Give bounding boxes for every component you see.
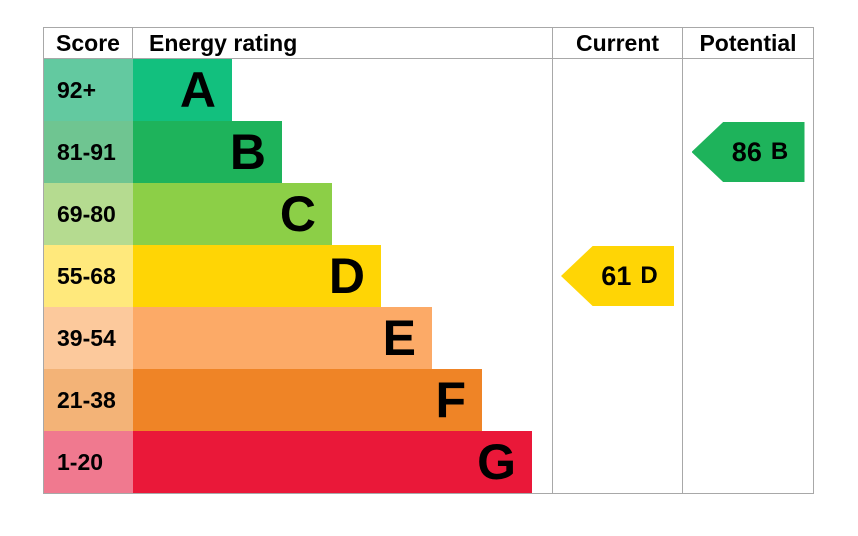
energy-bar-e: E [133, 307, 432, 369]
potential-cell-f [683, 369, 813, 431]
current-score: 61 [601, 260, 632, 291]
header-current: Current [553, 28, 683, 58]
potential-cell-a [683, 59, 813, 121]
potential-cell-d [683, 245, 813, 307]
energy-bar-g: G [133, 431, 532, 493]
potential-cell-g [683, 431, 813, 493]
current-cell-c [553, 183, 683, 245]
score-range-f: 21-38 [44, 369, 133, 431]
rating-row-c: 69-80 C [44, 183, 813, 245]
potential-score: 86 [731, 136, 762, 167]
band-letter-e: E [382, 310, 416, 366]
header-score: Score [44, 28, 133, 58]
band-letter-c: C [279, 186, 316, 242]
energy-bar-cell-a: A [133, 59, 553, 121]
energy-bar-cell-e: E [133, 307, 553, 369]
current-rating-arrow: 61 D [561, 246, 674, 306]
potential-cell-c [683, 183, 813, 245]
rating-row-e: 39-54 E [44, 307, 813, 369]
header-row: Score Energy rating Current Potential [44, 28, 813, 59]
energy-bar-c: C [133, 183, 332, 245]
score-range-e: 39-54 [44, 307, 133, 369]
score-range-g: 1-20 [44, 431, 133, 493]
band-letter-b: B [229, 124, 266, 180]
energy-bar-f: F [133, 369, 482, 431]
potential-cell-e [683, 307, 813, 369]
score-range-a: 92+ [44, 59, 133, 121]
header-energy-rating: Energy rating [133, 28, 553, 58]
energy-bar-cell-c: C [133, 183, 553, 245]
band-letter-g: G [477, 434, 516, 490]
potential-rating-arrow: 86 B [691, 122, 805, 182]
energy-bar-cell-b: B [133, 121, 553, 183]
rating-row-a: 92+ A [44, 59, 813, 121]
band-letter-f: F [435, 372, 466, 428]
current-cell-a [553, 59, 683, 121]
potential-cell-b: 86 B [683, 121, 813, 183]
energy-bar-a: A [133, 59, 232, 121]
rating-row-f: 21-38 F [44, 369, 813, 431]
energy-bar-d: D [133, 245, 381, 307]
energy-bar-cell-f: F [133, 369, 553, 431]
potential-letter: B [770, 138, 789, 165]
rating-row-g: 1-20 G [44, 431, 813, 493]
energy-bar-b: B [133, 121, 282, 183]
rating-row-d: 55-68 D 61 D [44, 245, 813, 307]
current-letter: D [640, 262, 658, 289]
epc-table: Score Energy rating Current Potential 92… [43, 27, 814, 494]
band-letter-d: D [328, 248, 365, 304]
current-cell-d: 61 D [553, 245, 683, 307]
energy-bar-cell-d: D [133, 245, 553, 307]
header-potential: Potential [699, 30, 797, 56]
current-cell-f [553, 369, 683, 431]
current-cell-e [553, 307, 683, 369]
current-cell-b [553, 121, 683, 183]
score-range-d: 55-68 [44, 245, 133, 307]
band-letter-a: A [179, 62, 216, 118]
score-range-b: 81-91 [44, 121, 133, 183]
rating-row-b: 81-91 B 86 B [44, 121, 813, 183]
energy-bar-cell-g: G [133, 431, 553, 493]
score-range-c: 69-80 [44, 183, 133, 245]
current-cell-g [553, 431, 683, 493]
